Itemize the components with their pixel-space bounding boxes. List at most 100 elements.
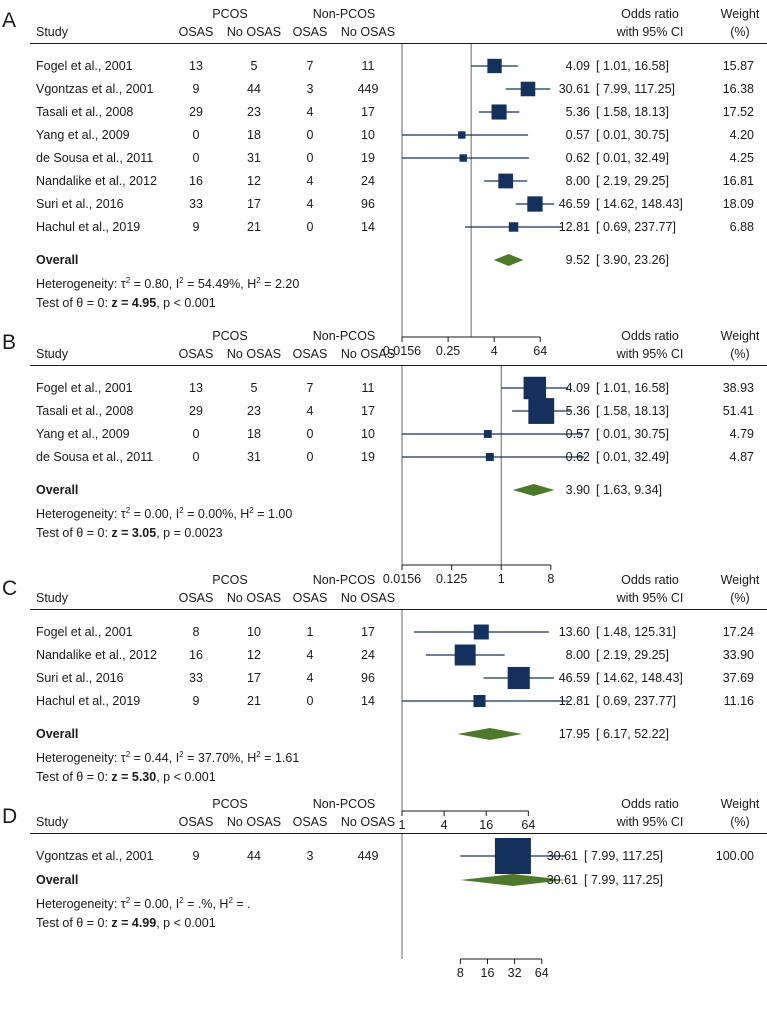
weight-header: Weight — [720, 7, 760, 21]
study-name: Fogel et al., 2001 — [36, 59, 133, 73]
weight-unit-header: (%) — [730, 347, 750, 361]
odds-ratio-value: 5.36 — [565, 404, 590, 418]
non-pcos-no-osas-count: 17 — [361, 105, 375, 119]
non-pcos-osas-count: 7 — [306, 381, 314, 395]
header-rule — [30, 43, 767, 44]
non-pcos-osas-header: OSAS — [292, 347, 328, 361]
header-rule — [30, 609, 767, 610]
pcos-osas-count: 33 — [189, 197, 203, 211]
pcos-no-osas-count: 31 — [247, 151, 261, 165]
weight-value: 33.90 — [722, 648, 754, 662]
confidence-interval: [ 1.01, 16.58] — [596, 381, 669, 395]
non-pcos-no-osas-count: 449 — [357, 82, 379, 96]
overall-odds-ratio: 3.90 — [565, 483, 590, 497]
weight-value: 38.93 — [722, 381, 754, 395]
confidence-interval: [ 2.19, 29.25] — [596, 174, 669, 188]
weight-value: 4.87 — [729, 450, 754, 464]
weight-value: 15.87 — [722, 59, 754, 73]
weight-value: 11.16 — [723, 694, 754, 708]
odds-ratio-value: 8.00 — [565, 648, 590, 662]
pcos-no-osas-header: No OSAS — [226, 591, 282, 605]
confidence-interval: [ 0.01, 30.75] — [596, 427, 669, 441]
x-tick-label: 0.25 — [436, 344, 460, 358]
non-pcos-osas-count: 0 — [306, 427, 314, 441]
odds-ratio-header: Odds ratio — [621, 329, 679, 343]
non-pcos-no-osas-header: No OSAS — [340, 591, 396, 605]
confidence-interval: [ 1.01, 16.58] — [596, 59, 669, 73]
odds-ratio-value: 4.09 — [565, 59, 590, 73]
group-header-non-pcos: Non-PCOS — [312, 7, 376, 21]
weight-value: 4.79 — [729, 427, 754, 441]
non-pcos-osas-count: 4 — [306, 105, 314, 119]
study-effect-box — [494, 838, 531, 874]
overall-label: Overall — [36, 483, 79, 497]
weight-value: 18.09 — [722, 197, 754, 211]
study-name: Yang et al., 2009 — [36, 128, 130, 142]
study-effect-box — [454, 644, 476, 666]
group-header-non-pcos: Non-PCOS — [312, 797, 376, 811]
pcos-osas-count: 0 — [192, 151, 200, 165]
weight-header: Weight — [720, 329, 760, 343]
confidence-interval: [ 2.19, 29.25] — [596, 648, 669, 662]
odds-ratio-value: 4.09 — [565, 381, 590, 395]
study-name: Fogel et al., 2001 — [36, 381, 133, 395]
non-pcos-no-osas-count: 17 — [361, 625, 375, 639]
study-name: Hachul et al., 2019 — [36, 220, 141, 234]
study-name: Yang et al., 2009 — [36, 427, 130, 441]
non-pcos-no-osas-count: 11 — [361, 59, 375, 73]
overall-effect-test: Test of θ = 0: z = 4.99, p < 0.001 — [36, 916, 216, 930]
non-pcos-no-osas-count: 14 — [361, 694, 375, 708]
heterogeneity-statistics: Heterogeneity: τ2 = 0.44, I2 = 37.70%, H… — [36, 750, 300, 766]
odds-ratio-header: Odds ratio — [621, 7, 679, 21]
confidence-interval: [ 14.62, 148.43] — [596, 197, 683, 211]
forest-panel-c: C PCOS Non-PCOS Odds ratio Weight Study OSAS No… — [0, 566, 767, 832]
odds-ratio-value: 13.60 — [558, 625, 590, 639]
non-pcos-osas-count: 1 — [306, 625, 314, 639]
pcos-no-osas-count: 18 — [247, 128, 261, 142]
panel-letter: C — [2, 577, 18, 600]
study-effect-box — [473, 694, 486, 708]
heterogeneity-statistics: Heterogeneity: τ2 = 0.00, I2 = .%, H2 = … — [36, 896, 251, 912]
pcos-no-osas-count: 23 — [247, 404, 261, 418]
study-name: Tasali et al., 2008 — [36, 404, 134, 418]
study-effect-box — [508, 222, 519, 232]
non-pcos-no-osas-count: 24 — [361, 174, 375, 188]
odds-ratio-value: 30.61 — [546, 849, 578, 863]
overall-effect-diamond — [457, 728, 523, 740]
weight-value: 6.88 — [729, 220, 754, 234]
overall-label: Overall — [36, 253, 79, 267]
odds-ratio-value: 0.62 — [565, 450, 590, 464]
pcos-no-osas-count: 23 — [247, 105, 261, 119]
forest-panel-d: D PCOS Non-PCOS Odds ratio Weight Study OSAS No… — [0, 790, 767, 1030]
non-pcos-no-osas-count: 96 — [361, 671, 375, 685]
study-name: Nandalike et al., 2012 — [36, 174, 157, 188]
odds-ratio-header: Odds ratio — [621, 797, 679, 811]
odds-ratio-ci-header: with 95% CI — [616, 347, 684, 361]
confidence-interval: [ 0.01, 32.49] — [596, 151, 669, 165]
forest-plot-area: 0.0156 0.125 1 8 — [383, 366, 585, 586]
non-pcos-no-osas-count: 10 — [361, 427, 375, 441]
group-header-pcos: PCOS — [212, 329, 248, 343]
heterogeneity-statistics: Heterogeneity: τ2 = 0.80, I2 = 54.49%, H… — [36, 276, 300, 292]
study-effect-box — [487, 58, 502, 74]
group-header-non-pcos: Non-PCOS — [312, 573, 376, 587]
x-tick-label: 64 — [533, 344, 547, 358]
study-effect-box — [528, 398, 555, 424]
non-pcos-osas-header: OSAS — [292, 25, 328, 39]
confidence-interval: [ 1.48, 125.31] — [596, 625, 676, 639]
pcos-osas-header: OSAS — [178, 347, 214, 361]
odds-ratio-value: 12.81 — [558, 694, 590, 708]
non-pcos-osas-count: 3 — [306, 82, 314, 96]
non-pcos-osas-count: 4 — [306, 404, 314, 418]
study-effect-box — [485, 453, 494, 461]
overall-effect-diamond — [493, 254, 524, 266]
odds-ratio-value: 8.00 — [565, 174, 590, 188]
weight-value: 17.52 — [722, 105, 754, 119]
confidence-interval: [ 1.58, 18.13] — [596, 404, 669, 418]
x-tick-label: 1 — [399, 818, 406, 832]
confidence-interval: [ 0.69, 237.77] — [596, 694, 676, 708]
non-pcos-osas-count: 4 — [306, 197, 314, 211]
non-pcos-no-osas-count: 24 — [361, 648, 375, 662]
x-tick-label: 16 — [479, 818, 493, 832]
overall-effect-diamond — [460, 874, 566, 886]
